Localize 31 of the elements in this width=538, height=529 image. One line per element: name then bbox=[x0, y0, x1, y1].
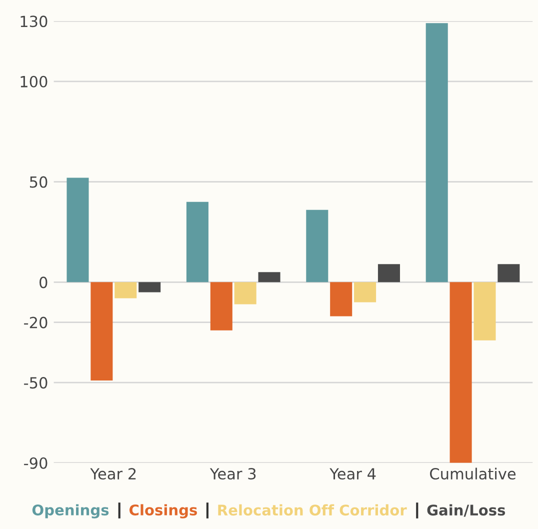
bar bbox=[330, 282, 352, 316]
y-tick-label: 100 bbox=[20, 76, 48, 88]
bar bbox=[210, 282, 232, 330]
y-tick-label: 50 bbox=[30, 176, 48, 188]
x-tick-label: Year 2 bbox=[90, 468, 136, 480]
bar bbox=[186, 202, 208, 282]
x-tick-label: Year 4 bbox=[330, 468, 376, 480]
bar bbox=[234, 282, 256, 304]
text: Closings bbox=[130, 504, 197, 518]
y-tick-label: 130 bbox=[20, 16, 48, 28]
y-tick-label: -90 bbox=[24, 457, 48, 469]
bar bbox=[258, 272, 280, 282]
bar bbox=[66, 178, 89, 282]
y-tick-label: 0 bbox=[40, 276, 48, 288]
bar bbox=[378, 264, 400, 282]
y-tick-label: -20 bbox=[24, 316, 48, 328]
y-tick-label: -50 bbox=[24, 377, 48, 389]
text: Relocation Off Corridor bbox=[218, 504, 407, 516]
x-tick-label: Year 3 bbox=[210, 468, 256, 480]
bar bbox=[498, 264, 520, 282]
text: Openings bbox=[32, 504, 109, 518]
bar bbox=[114, 282, 137, 298]
x-tick-label: Cumulative bbox=[430, 468, 516, 480]
bar bbox=[450, 282, 472, 463]
bar bbox=[426, 23, 448, 282]
bar bbox=[90, 282, 113, 381]
bar bbox=[306, 210, 328, 282]
bar bbox=[354, 282, 376, 302]
text: Gain/Loss bbox=[427, 504, 506, 517]
bar bbox=[138, 282, 161, 292]
bar bbox=[474, 282, 496, 340]
